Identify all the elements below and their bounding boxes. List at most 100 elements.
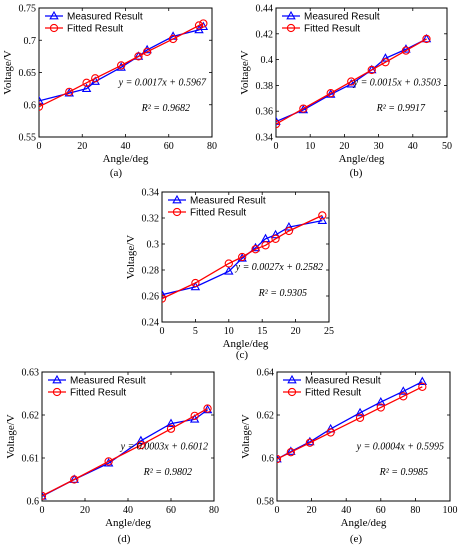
plot-frame: [276, 371, 451, 502]
r-squared: R² = 0.9305: [258, 288, 307, 299]
x-tick-label: 20: [80, 505, 90, 516]
plot-frame: [38, 7, 213, 138]
series-line: [42, 407, 208, 497]
data-point-circle: [367, 65, 376, 75]
data-point-circle: [117, 61, 126, 70]
data-point-circle: [381, 58, 390, 67]
series-fitted: [39, 19, 208, 111]
data-point-circle: [276, 119, 281, 129]
x-tick-label: 20: [77, 141, 87, 152]
data-point-circle: [203, 404, 212, 413]
legend-marker-triangle: [49, 10, 59, 20]
x-axis-label: Angle/deg: [223, 338, 269, 350]
x-tick-label: 60: [164, 141, 174, 152]
data-point-circle: [142, 47, 152, 57]
x-tick-label: 40: [341, 505, 351, 516]
y-tick-label: 0.28: [142, 266, 160, 277]
data-point-circle: [355, 413, 365, 422]
y-tick-label: 0.75: [19, 4, 37, 15]
data-point-circle: [42, 491, 47, 500]
series-fitted: [42, 404, 212, 500]
series-line: [162, 214, 323, 300]
fit-equation: y = 0.0017x + 0.5967: [118, 77, 207, 88]
x-tick-label: 25: [324, 326, 334, 337]
legend-marker-triangle: [287, 374, 297, 384]
x-tick-label: 10: [305, 141, 315, 152]
x-axis-label: Angle/deg: [103, 153, 149, 165]
fit-equation: y = 0.0015x + 0.3503: [353, 77, 441, 88]
x-tick-label: 80: [207, 141, 217, 152]
x-tick-label: 100: [443, 505, 458, 516]
data-point-circle: [261, 241, 270, 250]
data-point-triangle: [346, 78, 356, 88]
x-tick-label: 10: [224, 326, 234, 337]
plot-frame: [275, 7, 448, 138]
legend-marker-triangle: [52, 374, 62, 384]
series-fitted: [277, 382, 427, 464]
legend-label: Measured Result: [190, 196, 266, 207]
x-tick-label: 30: [374, 141, 384, 152]
panel-label: (c): [236, 349, 249, 361]
y-tick-label: 0.44: [256, 4, 274, 15]
x-tick-label: 0: [274, 141, 279, 152]
y-tick-label: 0.7: [24, 36, 37, 47]
data-point-triangle: [376, 396, 386, 406]
plot-frame: [41, 371, 215, 502]
series-line: [162, 219, 323, 296]
data-point-circle: [65, 87, 74, 96]
chart-panel-4: 0 20 40 60 80 0.6 0.61 0.62 0.63 Measured ResultF…: [5, 368, 219, 546]
legend-label: Measured Result: [67, 12, 143, 23]
x-tick-label: 5: [193, 326, 198, 337]
legend-label: Measured Result: [304, 12, 380, 23]
x-axis-label: Angle/deg: [339, 153, 385, 165]
x-tick-label: 0: [160, 326, 165, 337]
data-point-circle: [277, 454, 282, 464]
x-tick-label: 60: [166, 505, 176, 516]
x-tick-label: 60: [376, 505, 386, 516]
y-tick-label: 0.24: [142, 318, 160, 329]
data-point-circle: [238, 252, 247, 262]
data-point-triangle: [398, 386, 409, 395]
data-point-circle: [136, 440, 146, 450]
legend-label: Fitted Result: [67, 24, 123, 35]
data-point-circle: [422, 34, 431, 44]
r-squared: R² = 0.9802: [143, 467, 192, 478]
x-tick-label: 80: [410, 505, 420, 516]
x-tick-label: 40: [123, 505, 133, 516]
x-tick-label: 0: [40, 505, 45, 516]
legend-marker-triangle: [286, 10, 296, 20]
y-tick-label: 0.58: [257, 497, 275, 508]
data-point-circle: [166, 424, 176, 433]
y-tick-label: 0.61: [22, 454, 40, 465]
panel-label: (b): [350, 167, 363, 179]
x-tick-label: 40: [121, 141, 131, 152]
data-point-triangle: [136, 435, 146, 445]
legend-marker-circle: [49, 23, 59, 33]
y-tick-label: 0.42: [256, 29, 274, 40]
data-point-circle: [286, 448, 295, 457]
y-tick-label: 0.55: [19, 133, 37, 144]
y-axis-label: Voltage/V: [239, 50, 251, 94]
data-point-circle: [251, 245, 260, 254]
chart-panel-3: 0 5 10 15 20 25 0.24 0.26 0.28 0.3 0.32 0.34 Measure…: [125, 188, 334, 362]
data-point-circle: [318, 211, 327, 220]
data-point-circle: [199, 19, 208, 28]
legend-marker-triangle: [172, 194, 182, 204]
data-point-triangle: [166, 418, 176, 427]
fit-equation: y = 0.0003x + 0.6012: [120, 441, 208, 452]
data-point-circle: [162, 294, 167, 303]
r-squared: R² = 0.9917: [376, 103, 426, 114]
y-tick-label: 0.6: [24, 100, 37, 111]
data-point-circle: [190, 411, 199, 421]
data-point-circle: [305, 438, 315, 447]
y-axis-label: Voltage/V: [5, 414, 17, 458]
data-point-circle: [70, 475, 79, 484]
y-tick-label: 0.64: [257, 368, 275, 379]
x-tick-label: 20: [339, 141, 349, 152]
y-tick-label: 0.38: [256, 81, 274, 92]
panel-label: (a): [110, 167, 123, 179]
data-point-triangle: [401, 44, 411, 53]
data-point-triangle: [142, 44, 152, 54]
legend-label: Measured Result: [305, 376, 381, 387]
